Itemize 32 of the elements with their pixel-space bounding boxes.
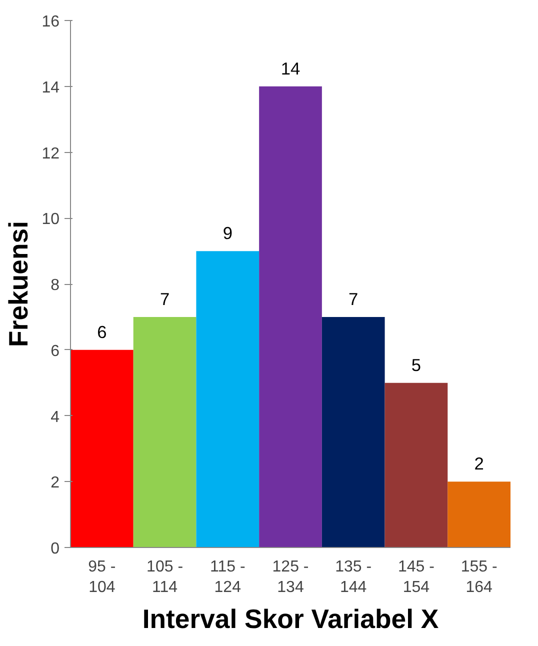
bar xyxy=(384,382,448,548)
data-label: 6 xyxy=(97,322,107,342)
x-tick-label: 135 - 144 xyxy=(335,558,372,596)
x-tick-label: 115 - 124 xyxy=(210,558,246,596)
y-tick-label: 16 xyxy=(42,14,60,30)
y-tick-label: 12 xyxy=(42,145,60,162)
y-tick-label: 14 xyxy=(42,79,60,96)
bar xyxy=(322,316,385,548)
bar xyxy=(196,251,260,548)
y-tick-label: 4 xyxy=(50,408,60,426)
data-label: 7 xyxy=(348,288,358,309)
y-tick-label: 2 xyxy=(50,474,60,492)
y-tick-label: 10 xyxy=(42,211,60,228)
y-tick-label: 0 xyxy=(50,540,60,558)
y-axis-title: Frekuensi xyxy=(4,221,34,347)
data-label: 7 xyxy=(160,288,170,309)
bar xyxy=(259,86,322,548)
y-tick-label: 6 xyxy=(50,342,60,360)
x-tick-label: 145 - 154 xyxy=(398,558,434,596)
x-tick-label: 155 - 164 xyxy=(460,558,498,596)
bar xyxy=(70,350,134,548)
data-label: 5 xyxy=(411,354,422,375)
data-label: 9 xyxy=(222,223,232,244)
x-tick-label: 105 - 114 xyxy=(146,558,184,596)
x-tick-label: 95 - 104 xyxy=(88,558,116,596)
y-tick-label: 8 xyxy=(50,277,60,294)
bar xyxy=(448,482,510,548)
data-label: 2 xyxy=(474,454,484,474)
bar xyxy=(133,316,196,548)
x-axis-title: Interval Skor Variabel X xyxy=(142,604,439,634)
x-tick-label: 125 - 134 xyxy=(272,558,309,596)
data-label: 14 xyxy=(280,58,300,78)
